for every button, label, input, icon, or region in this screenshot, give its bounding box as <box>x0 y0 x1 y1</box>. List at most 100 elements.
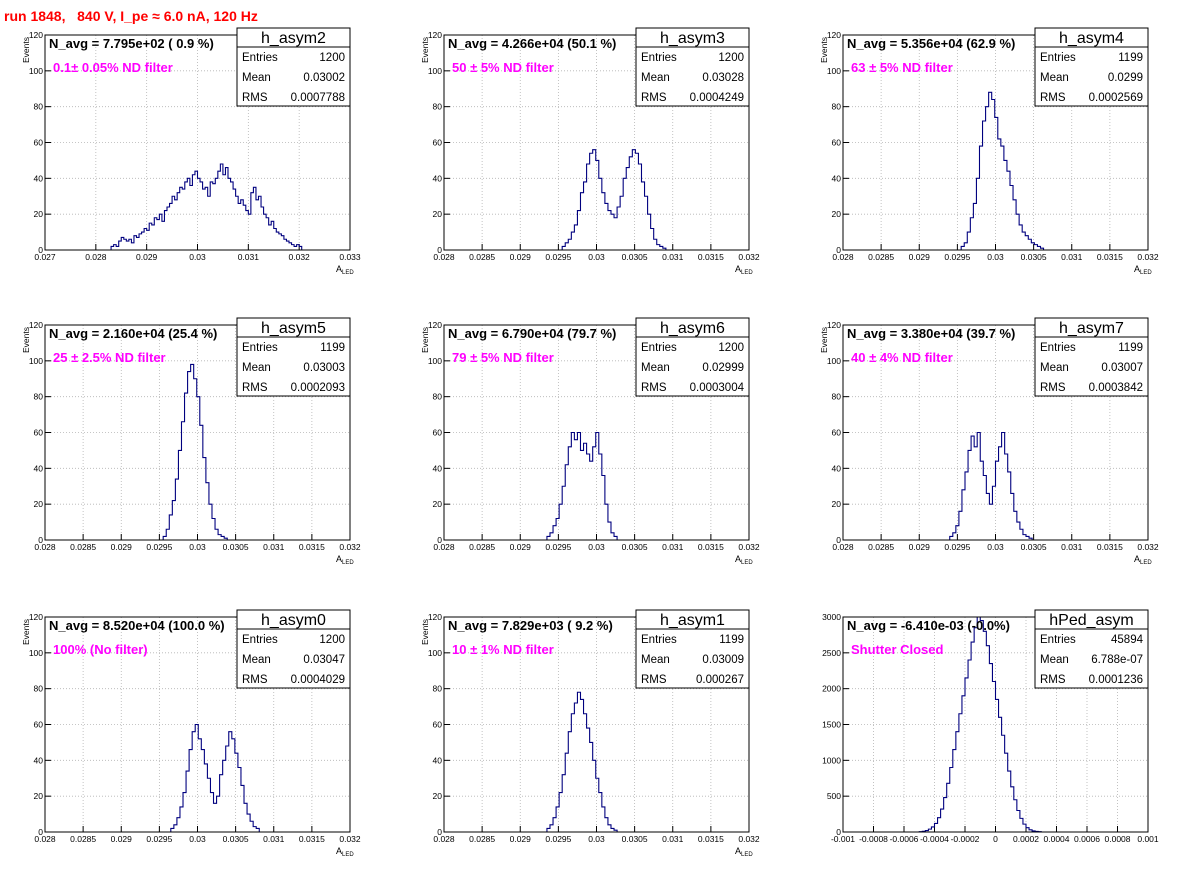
y-tick-label: 3000 <box>822 612 841 622</box>
x-axis-label: ALED <box>336 846 354 858</box>
histogram-h_asym6 <box>546 431 618 540</box>
x-tick-label: 0.001 <box>1137 834 1159 844</box>
y-tick-label: 0 <box>437 827 442 837</box>
stats-value-entries: 1200 <box>718 52 744 64</box>
x-tick-label: 0.0315 <box>698 542 724 552</box>
y-tick-label: 2000 <box>822 684 841 694</box>
x-tick-label: 0.0315 <box>299 542 325 552</box>
stats-label-rms: RMS <box>242 92 268 104</box>
y-axis-label: Events <box>420 327 430 353</box>
x-tick-label: 0.0002 <box>1013 834 1039 844</box>
stats-box-title: h_asym3 <box>660 30 725 47</box>
stats-value-rms: 0.000267 <box>696 674 744 686</box>
stats-value-entries: 1200 <box>319 52 345 64</box>
y-axis-label: Events <box>420 619 430 645</box>
navg-label: N_avg = 3.380e+04 (39.7 %) <box>847 326 1015 341</box>
y-tick-label: 40 <box>832 463 842 473</box>
stats-value-mean: 0.03007 <box>1101 362 1143 374</box>
filter-note: 25 ± 2.5% ND filter <box>53 350 166 365</box>
stats-box-title: h_asym1 <box>660 612 725 629</box>
x-tick-label: 0.0305 <box>1021 252 1047 262</box>
x-axis-label-sub: LED <box>741 852 753 858</box>
stats-box-title: h_asym0 <box>261 612 326 629</box>
x-tick-label: 0.0315 <box>698 252 724 262</box>
y-axis-label: Events <box>819 37 829 63</box>
stats-value-entries: 1199 <box>1118 342 1143 354</box>
plot-frame <box>44 34 351 251</box>
y-axis-label: Events <box>21 619 31 645</box>
x-tick-label: 0.027 <box>34 252 56 262</box>
y-tick-label: 0 <box>836 827 841 837</box>
x-tick-label: -0.0006 <box>890 834 919 844</box>
x-tick-label: 0.032 <box>339 834 361 844</box>
y-tick-label: 20 <box>34 791 44 801</box>
x-tick-label: -0.0004 <box>920 834 949 844</box>
y-tick-label: 500 <box>827 791 841 801</box>
x-tick-label: 0.031 <box>263 834 285 844</box>
y-tick-label: 60 <box>433 138 443 148</box>
stats-box-frame <box>236 27 351 107</box>
x-tick-label: 0.0305 <box>622 252 648 262</box>
stats-label-rms: RMS <box>1040 92 1066 104</box>
stats-box: h_asym4 Entries 1199 Mean 0.0299 RMS 0.0002569 <box>1034 27 1149 107</box>
y-tick-label: 120 <box>29 30 43 40</box>
x-tick-label: 0.03 <box>588 542 605 552</box>
stats-value-rms: 0.0003842 <box>1089 382 1143 394</box>
y-tick-label: 40 <box>34 173 44 183</box>
stats-value-mean: 0.03028 <box>702 72 744 84</box>
x-tick-label: 0.03 <box>588 834 605 844</box>
x-tick-label: 0.0285 <box>469 834 495 844</box>
x-tick-label: 0.031 <box>662 252 684 262</box>
x-axis-label: ALED <box>336 554 354 566</box>
plot-frame <box>443 324 750 541</box>
panel-h_asym2: 0.027 0.028 0.029 0.03 0.031 0.032 0.033 0 20 40 6… <box>21 27 361 276</box>
y-tick-label: 80 <box>34 392 44 402</box>
x-tick-label: 0.03 <box>987 252 1004 262</box>
stats-label-entries: Entries <box>242 52 278 64</box>
x-tick-label: 0.032 <box>339 542 361 552</box>
y-tick-label: 40 <box>433 463 443 473</box>
x-tick-label: 0 <box>993 834 998 844</box>
y-tick-label: 20 <box>34 499 44 509</box>
x-tick-label: 0.029 <box>510 542 532 552</box>
stats-label-rms: RMS <box>641 92 667 104</box>
panel-h_asym7: 0.028 0.0285 0.029 0.0295 0.03 0.0305 0.031 0.0… <box>819 317 1159 566</box>
navg-label: N_avg = 5.356e+04 (62.9 %) <box>847 36 1015 51</box>
y-tick-label: 120 <box>29 320 43 330</box>
y-tick-label: 40 <box>433 755 443 765</box>
x-tick-label: 0.028 <box>433 542 455 552</box>
histogram-h_asym3 <box>561 149 667 250</box>
plot-frame <box>443 34 750 251</box>
x-tick-label: 0.029 <box>111 834 133 844</box>
x-tick-label: -0.0002 <box>951 834 980 844</box>
navg-label: N_avg = 8.520e+04 (100.0 %) <box>49 618 225 633</box>
stats-label-rms: RMS <box>641 674 667 686</box>
y-tick-label: 120 <box>827 30 841 40</box>
stats-box-frame <box>236 317 351 397</box>
stats-label-mean: Mean <box>242 72 271 84</box>
x-tick-label: 0.029 <box>111 542 133 552</box>
x-tick-label: 0.0295 <box>944 542 970 552</box>
x-tick-label: 0.032 <box>738 834 760 844</box>
x-tick-label: 0.0305 <box>223 834 249 844</box>
x-tick-label: 0.031 <box>1061 542 1083 552</box>
x-tick-label: 0.033 <box>339 252 361 262</box>
stats-box-title: h_asym2 <box>261 30 326 47</box>
x-tick-label: 0.03 <box>189 542 206 552</box>
x-tick-label: 0.0008 <box>1105 834 1131 844</box>
y-axis-label: Events <box>420 37 430 63</box>
x-tick-label: 0.031 <box>662 834 684 844</box>
y-tick-label: 60 <box>34 138 44 148</box>
x-tick-label: 0.0285 <box>868 542 894 552</box>
x-tick-label: 0.028 <box>433 834 455 844</box>
stats-box-frame <box>635 317 750 397</box>
stats-label-entries: Entries <box>641 342 677 354</box>
plot-frame <box>443 616 750 833</box>
filter-note: 79 ± 5% ND filter <box>452 350 554 365</box>
stats-value-rms: 0.0002569 <box>1089 92 1143 104</box>
y-tick-label: 0 <box>38 827 43 837</box>
panel-h_asym1: 0.028 0.0285 0.029 0.0295 0.03 0.0305 0.031 0.0… <box>420 609 760 858</box>
stats-box: h_asym7 Entries 1199 Mean 0.03007 RMS 0.000384… <box>1034 317 1149 397</box>
stats-value-rms: 0.0002093 <box>291 382 345 394</box>
x-tick-label: 0.028 <box>34 834 56 844</box>
